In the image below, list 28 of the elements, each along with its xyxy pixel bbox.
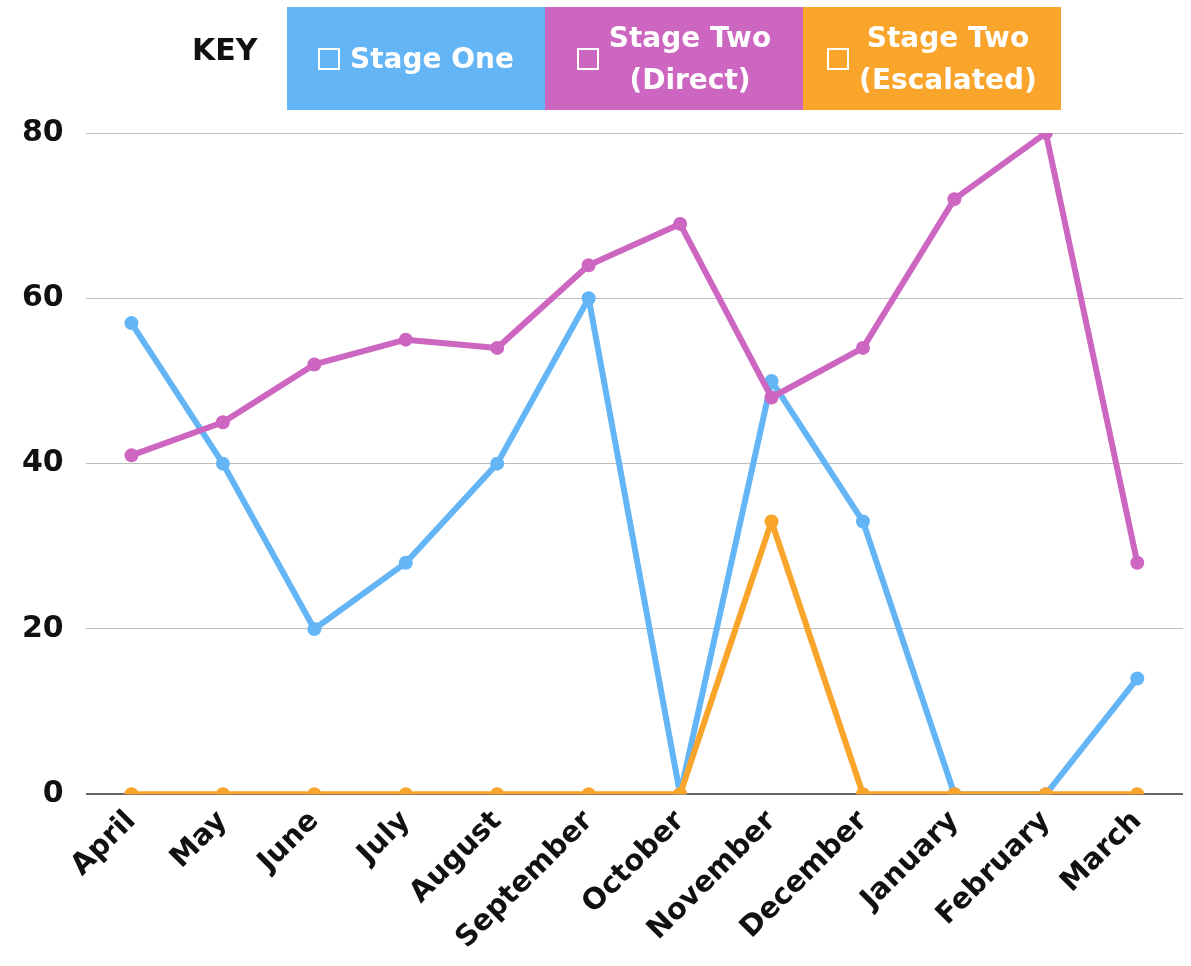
point xyxy=(581,258,596,273)
point xyxy=(855,514,870,529)
legend-title: KEY xyxy=(191,31,259,69)
point xyxy=(947,192,962,207)
point xyxy=(398,332,413,347)
y-tick-label: 40 xyxy=(22,443,64,479)
point xyxy=(124,316,139,331)
point xyxy=(581,291,596,306)
y-tick-label: 80 xyxy=(22,112,64,148)
point xyxy=(764,390,779,405)
point xyxy=(215,415,230,430)
legend-label: Stage Two (Direct) xyxy=(608,19,772,98)
point xyxy=(490,456,505,471)
point xyxy=(307,357,322,372)
point xyxy=(215,456,230,471)
point xyxy=(855,340,870,355)
point xyxy=(673,216,688,231)
y-tick-label: 60 xyxy=(22,278,64,314)
point xyxy=(1130,555,1145,570)
point xyxy=(307,621,322,636)
y-tick-label: 0 xyxy=(42,774,64,810)
point xyxy=(764,514,779,529)
legend-label: Stage One xyxy=(350,40,514,77)
point xyxy=(490,340,505,355)
point xyxy=(124,448,139,463)
legend-label: Stage Two (Escalated) xyxy=(859,19,1037,98)
point xyxy=(398,555,413,570)
y-tick-label: 20 xyxy=(22,608,64,644)
